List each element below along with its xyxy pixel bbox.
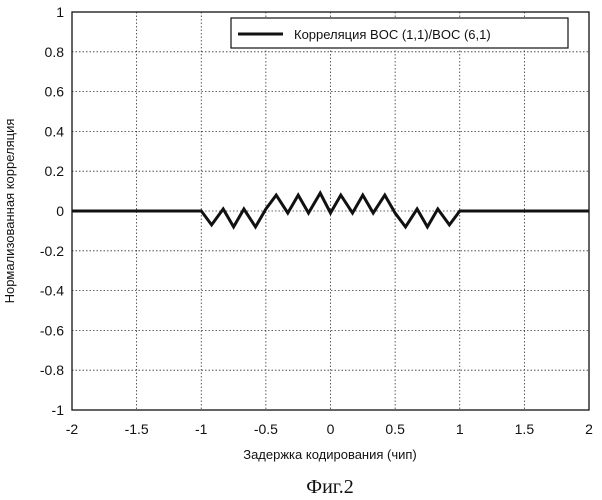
x-tick-label: 1.5 [515,421,535,437]
legend-entry-label: Корреляция BOC (1,1)/BOC (6,1) [294,27,491,42]
x-tick-label: 1 [456,421,464,437]
y-tick-label: -0.2 [40,243,64,259]
x-tick-label: 0 [327,421,335,437]
y-tick-label: 1 [56,4,64,20]
y-tick-label: -0.8 [40,362,64,378]
legend: Корреляция BOC (1,1)/BOC (6,1) [231,18,568,48]
y-tick-label: -0.6 [40,322,64,338]
y-tick-labels: 1 0.8 0.6 0.4 0.2 0 -0.2 -0.4 -0.6 -0.8 -1 [40,4,64,418]
figure-caption: Фиг.2 [306,476,353,498]
x-tick-label: 0.5 [385,421,405,437]
y-tick-label: 0.4 [45,123,65,139]
y-tick-label: -1 [52,402,65,418]
x-tick-label: -1.5 [125,421,149,437]
x-axis-title: Задержка кодирования (чип) [243,447,417,462]
x-tick-label: 2 [585,421,593,437]
x-tick-label: -0.5 [254,421,278,437]
y-tick-label: 0.8 [45,44,65,60]
x-tick-label: -1 [195,421,208,437]
y-tick-label: 0.2 [45,163,65,179]
y-tick-label: -0.4 [40,283,64,299]
x-tick-label: -2 [66,421,79,437]
y-axis-title: Нормализованная корреляция [2,119,17,304]
y-tick-label: 0 [56,203,64,219]
x-tick-labels: -2 -1.5 -1 -0.5 0 0.5 1 1.5 2 [66,421,593,437]
y-tick-label: 0.6 [45,84,65,100]
